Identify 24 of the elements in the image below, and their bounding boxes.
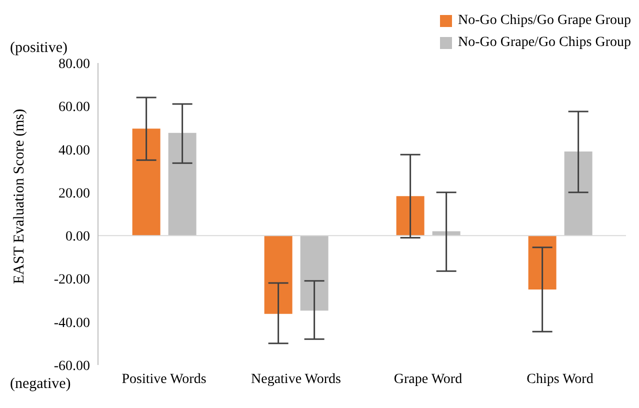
bar bbox=[300, 236, 328, 311]
legend-label: No-Go Chips/Go Grape Group bbox=[458, 12, 631, 30]
bar bbox=[564, 151, 592, 236]
y-tick-label: -40.00 bbox=[54, 316, 90, 331]
y-tick-label: 0.00 bbox=[66, 230, 90, 245]
x-tick-label: Chips Word bbox=[526, 372, 594, 387]
bar bbox=[528, 236, 556, 290]
y-axis-title: EAST Evaluation Score (ms) bbox=[11, 108, 28, 284]
legend-label: No-Go Grape/Go Chips Group bbox=[458, 34, 631, 52]
bar bbox=[264, 236, 292, 314]
y-tick-label: 60.00 bbox=[58, 100, 90, 116]
text: (negative) bbox=[10, 376, 71, 393]
x-tick-label: Negative Words bbox=[251, 372, 341, 387]
bar bbox=[132, 128, 160, 236]
y-tick-label: 20.00 bbox=[58, 186, 90, 202]
y-tick-label: 40.00 bbox=[58, 143, 90, 158]
y-tick-label: 80.00 bbox=[58, 56, 90, 72]
x-tick-label: Positive Words bbox=[122, 372, 206, 387]
y-tick-label: -20.00 bbox=[54, 272, 90, 288]
bar bbox=[168, 132, 196, 236]
y-tick-label: -60.00 bbox=[54, 358, 90, 374]
text: (positive) bbox=[10, 40, 68, 57]
x-tick-label: Grape Word bbox=[394, 372, 462, 387]
bar bbox=[396, 196, 424, 236]
